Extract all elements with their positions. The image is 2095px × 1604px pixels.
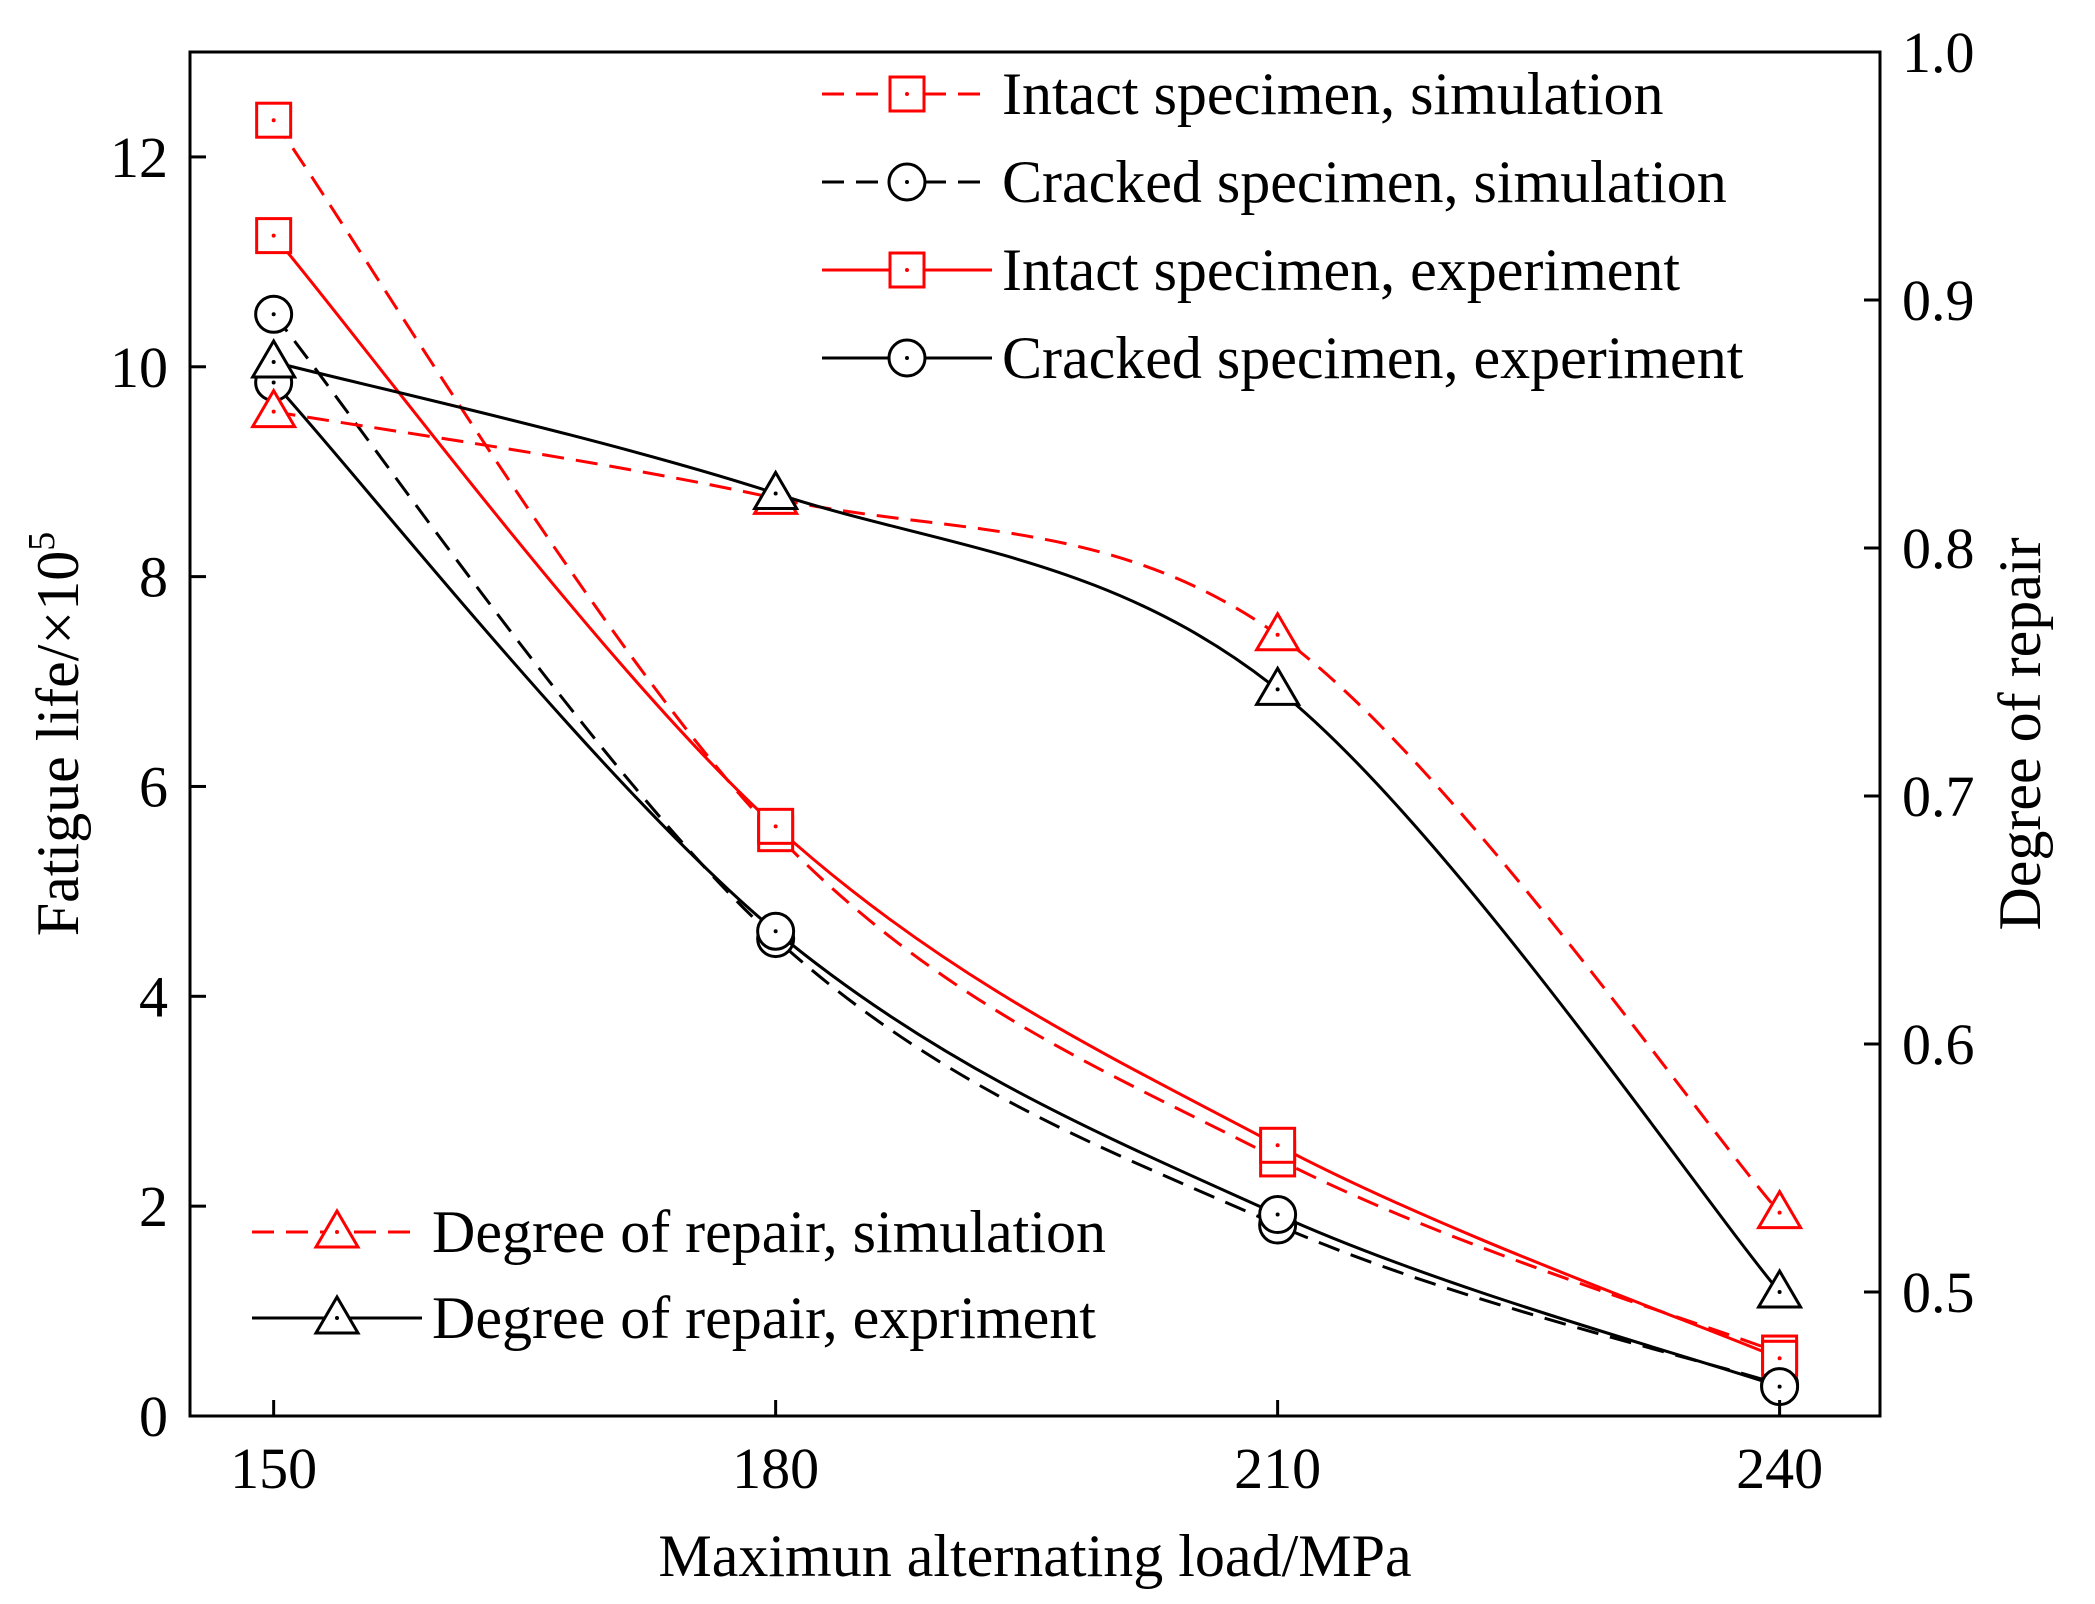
y2-tick-label: 0.9 (1902, 268, 1975, 333)
y-axis-title-exponent: 5 (21, 532, 63, 551)
data-point-triangle (250, 387, 298, 429)
y2-tick-label: 1.0 (1902, 20, 1975, 85)
series-layer (250, 101, 1804, 1407)
series-line (273, 410, 1781, 1214)
data-point-triangle (1254, 665, 1302, 706)
legend-label: Cracked specimen, experiment (1002, 325, 1744, 391)
svg-text:Fatigue life/×105: Fatigue life/×105 (21, 532, 91, 936)
data-point-triangle (752, 469, 800, 510)
data-point-square-dot (1777, 1356, 1782, 1361)
y2-axis-title: Degree of repair (1987, 537, 2053, 930)
legend-label: Degree of repair, simulation (432, 1199, 1106, 1265)
legend-marker-triangle (313, 1294, 361, 1335)
series-line (272, 234, 1781, 1360)
legend-marker-circle-dot (905, 356, 909, 360)
series-degree-of-repair-simulation (250, 387, 1804, 1230)
legend-layer: Intact specimen, simulation Cracked speci… (252, 61, 1744, 1351)
legend-marker-square-dot (905, 268, 909, 272)
series-line (272, 313, 1781, 1386)
y-tick-label: 12 (110, 125, 168, 190)
series-line (272, 381, 1781, 1389)
y2-tick-label: 0.5 (1902, 1260, 1975, 1325)
legend-bottom: Degree of repair, simulation Degree of re… (252, 1199, 1106, 1351)
data-point-triangle-dot (1275, 632, 1280, 637)
plot-frame (188, 50, 1882, 1418)
data-point-triangle (250, 338, 298, 379)
data-point-triangle-dot (1777, 1290, 1782, 1294)
data-point-square-dot (1275, 1143, 1280, 1148)
x-tick-label: 150 (230, 1436, 317, 1501)
data-point-circle-dot (271, 312, 276, 317)
legend-marker-circle-dot (905, 180, 909, 184)
x-axis-title: Maximun alternating load/MPa (658, 1523, 1411, 1589)
legend-label: Intact specimen, simulation (1002, 61, 1664, 127)
data-point-triangle-dot (271, 360, 276, 364)
series-intact-specimen-experiment (255, 217, 1799, 1377)
data-point-triangle-dot (1275, 687, 1280, 692)
legend-item-cracked-specimen-simulation: Cracked specimen, simulation (822, 149, 1727, 215)
y-axis-title-main: Fatigue life/×10 (25, 551, 91, 936)
y2-tick-label: 0.7 (1902, 764, 1975, 829)
data-point-circle-dot (271, 380, 276, 385)
data-point-square-dot (271, 233, 276, 238)
legend-item-degree-of-repair-simulation: Degree of repair, simulation (252, 1199, 1106, 1265)
y-tick-label: 8 (139, 545, 168, 610)
y-tick-label: 0 (139, 1384, 168, 1449)
data-point-triangle-dot (1777, 1210, 1782, 1215)
ticks-layer: 150 180 210 240 0 2 4 6 8 10 12 0.5 0.6 0.7 0.8 0.9 1.0 (110, 20, 1975, 1501)
legend-marker-square (888, 251, 926, 289)
legend-item-cracked-specimen-experiment: Cracked specimen, experiment (822, 325, 1744, 391)
data-point-triangle (1755, 1188, 1804, 1230)
data-point-triangle-dot (773, 491, 778, 496)
y2-tick-label: 0.8 (1902, 516, 1975, 581)
data-point-square-dot (271, 118, 276, 123)
y-tick-label: 2 (139, 1174, 168, 1239)
x-tick-label: 210 (1234, 1436, 1321, 1501)
legend-label: Intact specimen, experiment (1002, 237, 1680, 303)
legend-marker-triangle-dot (335, 1230, 339, 1234)
data-point-circle-dot (773, 929, 778, 934)
data-point-triangle-dot (271, 409, 276, 414)
y-tick-label: 10 (110, 335, 168, 400)
data-point-circle-dot (1777, 1384, 1782, 1389)
series-degree-of-repair-expriment (250, 338, 1804, 1309)
data-point-square-dot (773, 824, 778, 829)
legend-item-degree-of-repair-expriment: Degree of repair, expriment (252, 1285, 1096, 1351)
y-tick-label: 6 (139, 754, 168, 819)
legend-marker-triangle (313, 1208, 361, 1249)
legend-item-intact-specimen-experiment: Intact specimen, experiment (822, 237, 1680, 303)
y-axis-title: Fatigue life/×105 (21, 532, 91, 936)
legend-label: Cracked specimen, simulation (1002, 149, 1727, 215)
data-point-circle-dot (1275, 1212, 1280, 1217)
legend-item-intact-specimen-simulation: Intact specimen, simulation (822, 61, 1664, 127)
legend-top: Intact specimen, simulation Cracked speci… (822, 61, 1744, 391)
y-tick-label: 4 (139, 964, 168, 1029)
series-line (272, 119, 1781, 1355)
series-line (273, 360, 1781, 1293)
legend-marker-square-dot (905, 92, 909, 96)
legend-marker-triangle-dot (335, 1316, 339, 1320)
legend-label: Degree of repair, expriment (432, 1285, 1096, 1351)
data-point-triangle (1755, 1268, 1804, 1309)
y2-tick-label: 0.6 (1902, 1012, 1975, 1077)
x-tick-label: 240 (1736, 1436, 1823, 1501)
x-tick-label: 180 (732, 1436, 819, 1501)
data-point-triangle (1254, 610, 1302, 652)
